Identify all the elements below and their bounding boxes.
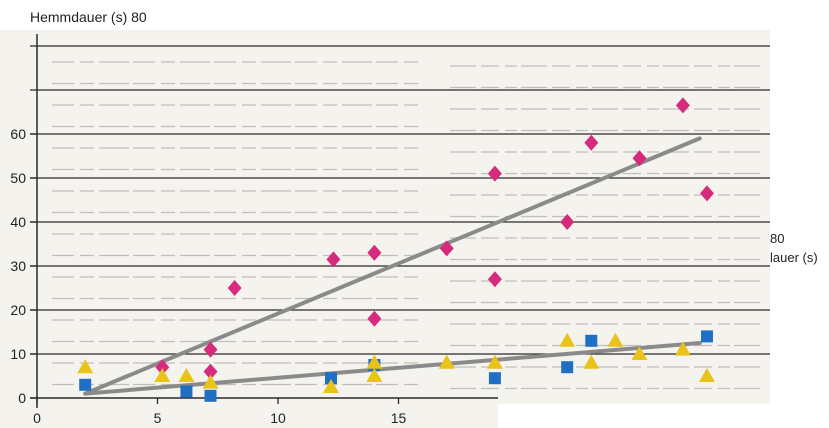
- y-tick-label: 30: [10, 258, 26, 274]
- data-point-diamond: [155, 359, 170, 376]
- data-point-triangle: [323, 379, 340, 393]
- data-point-diamond: [632, 150, 647, 167]
- data-point-square: [79, 378, 92, 391]
- data-point-square: [585, 334, 598, 347]
- data-point-diamond: [439, 240, 454, 257]
- data-point-triangle: [559, 332, 576, 347]
- data-point-diamond: [367, 310, 382, 327]
- chart-top-label: Hemmdauer (s) 80: [30, 9, 147, 25]
- data-point-diamond: [227, 280, 242, 296]
- data-point-square: [561, 361, 574, 374]
- data-point-diamond: [487, 165, 502, 182]
- x-tick-label: 15: [391, 410, 407, 426]
- axis-ticks: 0 10 20 30 40 50 60 0 5 10 15: [10, 126, 406, 426]
- y-tick-label: 40: [10, 214, 26, 230]
- data-point-triangle: [674, 341, 691, 356]
- data-point-triangle: [77, 359, 94, 374]
- chart-grid: [30, 45, 770, 355]
- data-point-diamond: [203, 341, 218, 358]
- x-tick-label: 5: [154, 410, 162, 426]
- data-point-diamond: [699, 185, 714, 202]
- data-point-triangle: [438, 354, 455, 369]
- data-point-square: [700, 330, 713, 343]
- data-point-triangle: [366, 354, 383, 369]
- data-point-square: [204, 389, 217, 402]
- data-point-diamond: [584, 134, 599, 151]
- data-point-triangle: [366, 368, 383, 382]
- data-point-triangle: [202, 374, 219, 389]
- data-points: [77, 97, 715, 402]
- data-point-square: [488, 372, 501, 385]
- data-point-triangle: [607, 332, 624, 347]
- background-text-lines: [52, 61, 762, 390]
- data-point-triangle: [631, 346, 648, 360]
- data-point-diamond: [487, 271, 502, 288]
- y-tick-label: 0: [18, 390, 26, 406]
- y-tick-label: 50: [10, 170, 26, 186]
- y-tick-label: 10: [10, 346, 26, 362]
- data-point-triangle: [486, 354, 503, 369]
- trend-lines: [83, 136, 702, 396]
- right-label-line-1: 80: [770, 231, 785, 246]
- data-point-triangle: [154, 368, 171, 382]
- chart-right-label: 80 lauer (s): [770, 229, 829, 267]
- y-tick-label: 20: [10, 302, 26, 318]
- data-point-diamond: [675, 97, 690, 114]
- data-point-diamond: [326, 251, 341, 268]
- trend-line: [83, 136, 702, 396]
- x-tick-label: 10: [270, 410, 286, 426]
- trend-line: [83, 341, 702, 396]
- chart-background: [0, 30, 770, 428]
- data-point-diamond: [560, 214, 575, 230]
- data-point-diamond: [203, 363, 218, 380]
- data-point-triangle: [698, 368, 715, 382]
- right-label-line-2: lauer (s): [770, 250, 818, 265]
- data-point-square: [325, 372, 338, 385]
- y-tick-label: 60: [10, 126, 26, 142]
- data-point-square: [180, 385, 193, 398]
- data-point-triangle: [583, 354, 600, 369]
- x-tick-label: 0: [33, 410, 41, 426]
- data-point-triangle: [178, 368, 195, 382]
- data-point-diamond: [367, 244, 382, 261]
- bottom-whiteout: [498, 404, 829, 428]
